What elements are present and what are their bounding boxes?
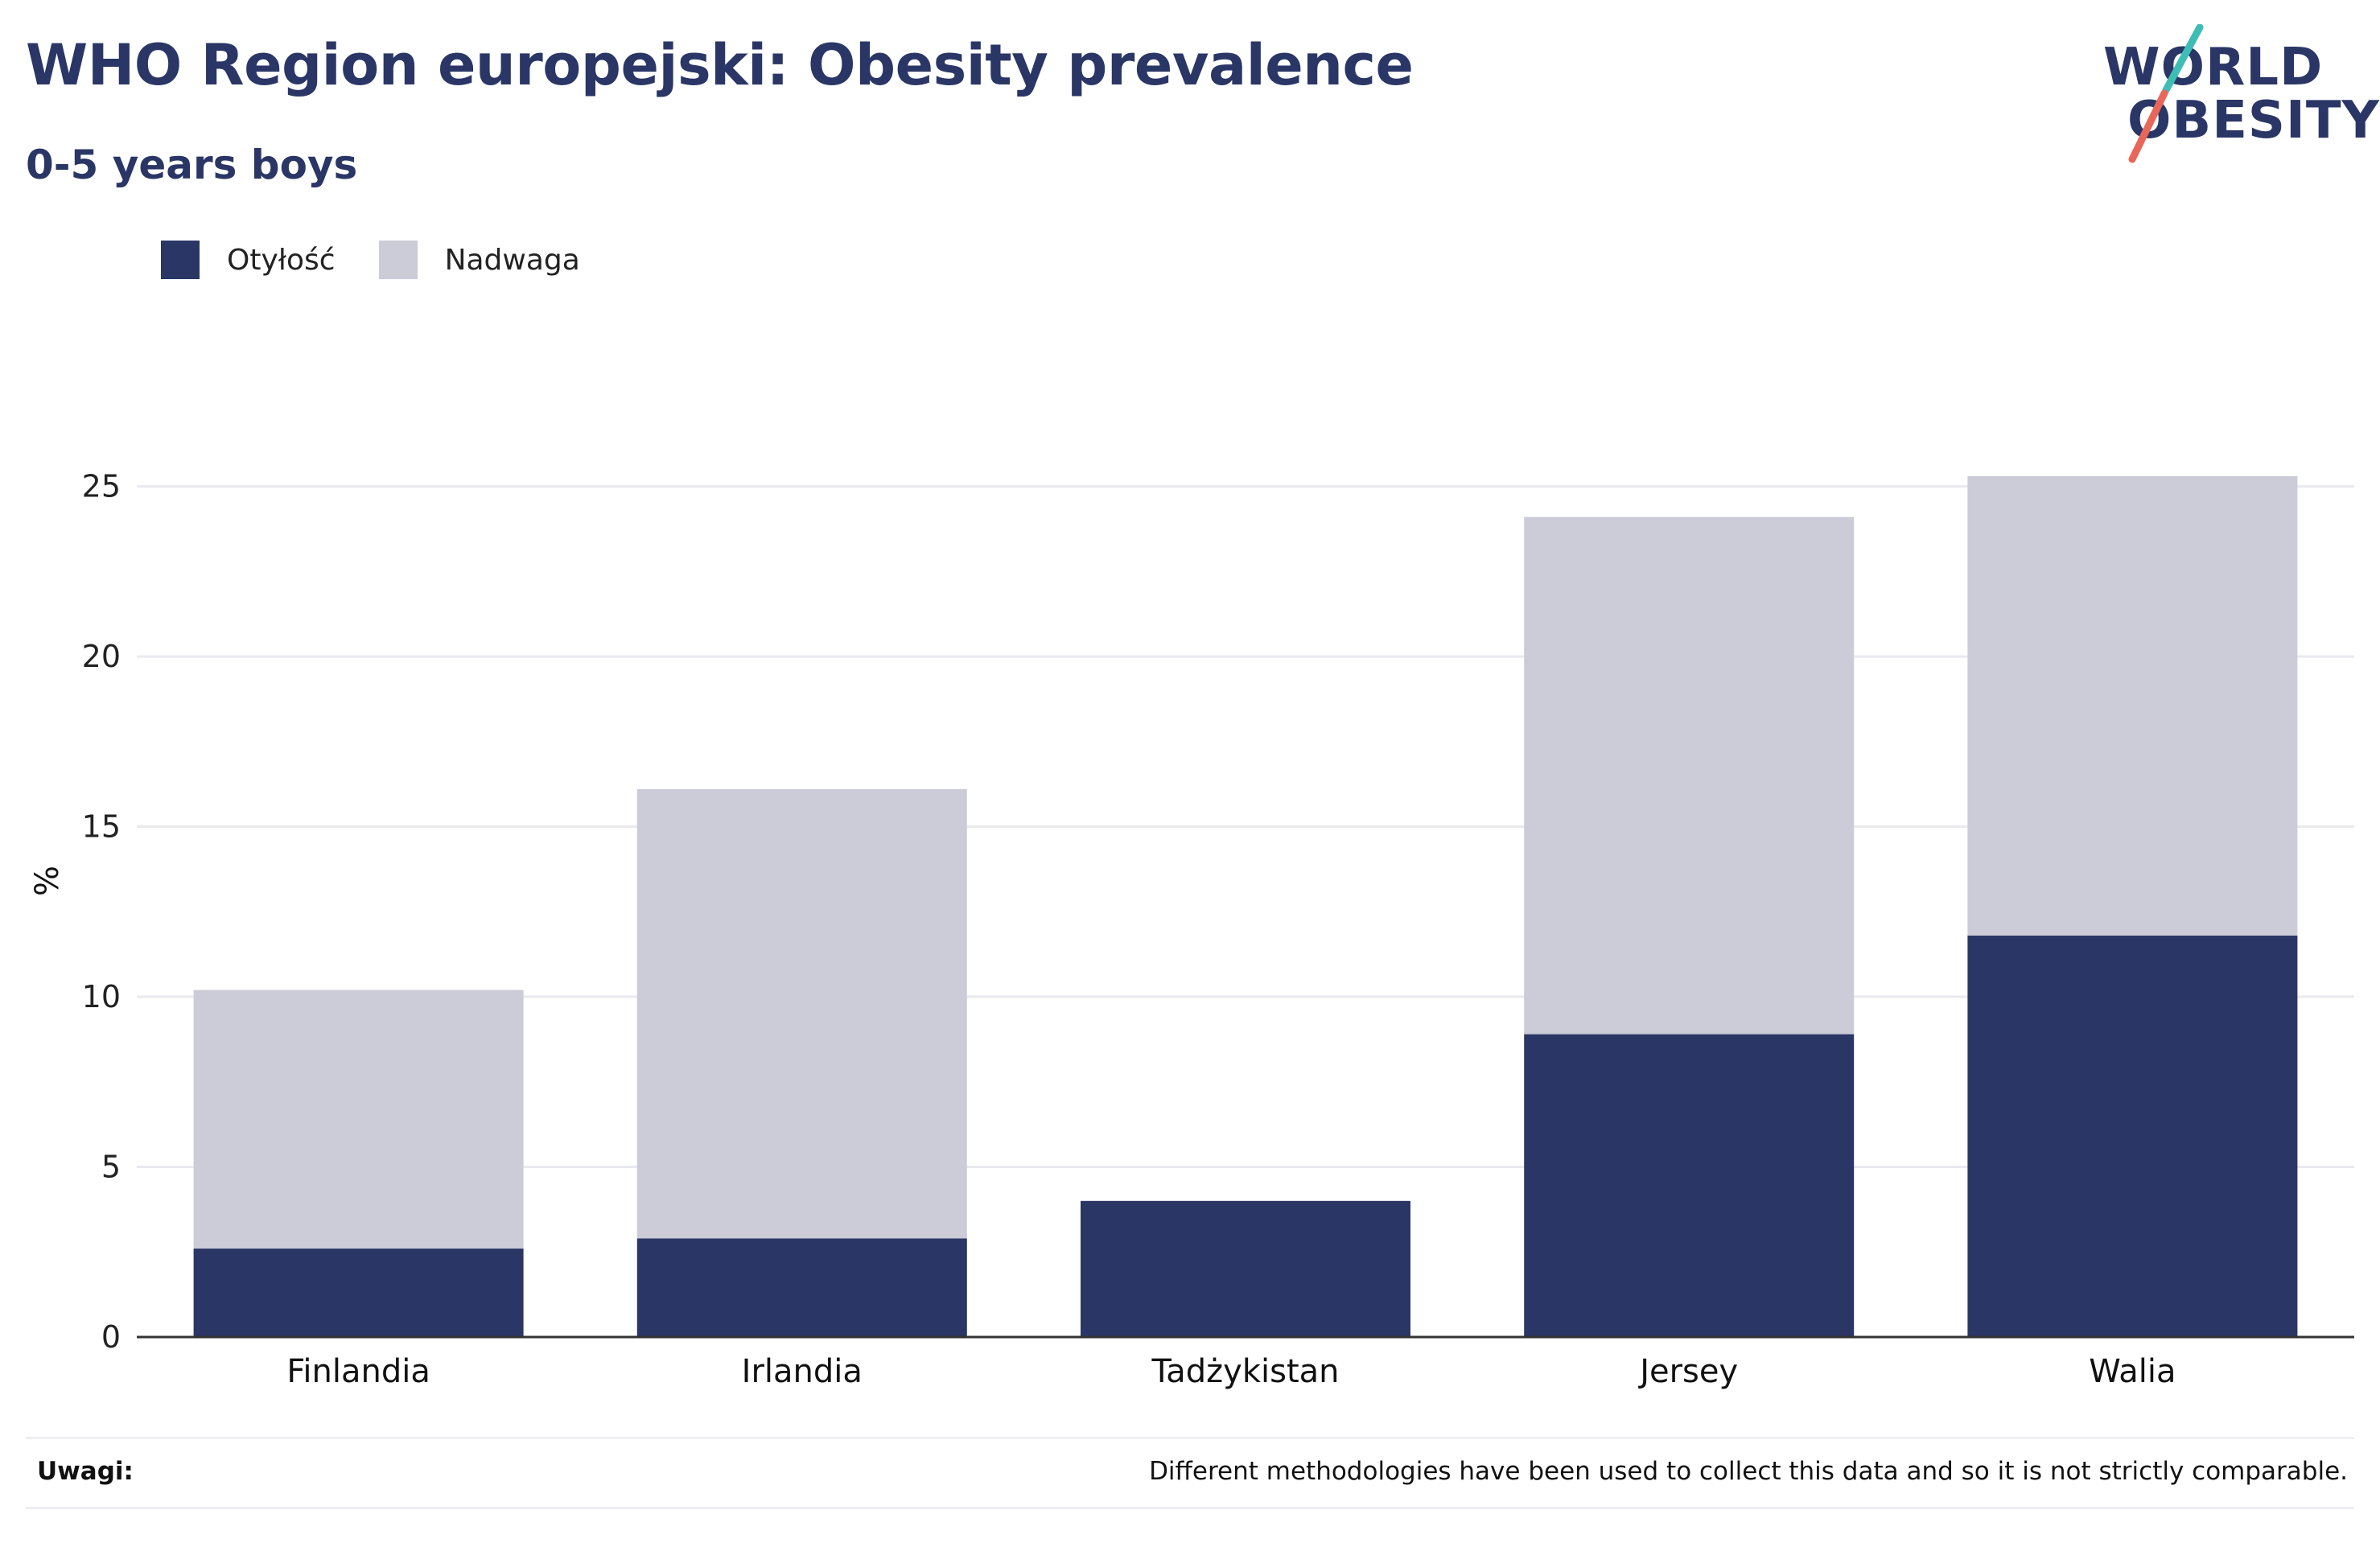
logo-slash-icon (2128, 24, 2204, 163)
y-tick-label: 15 (82, 809, 121, 845)
notes-label: Uwagi: (37, 1457, 134, 1486)
notes-text: Different methodologies have been used t… (1149, 1457, 2348, 1486)
bar-overweight (193, 990, 524, 1249)
bar-obesity (1081, 1200, 1410, 1337)
y-tick-label: 10 (82, 979, 121, 1014)
y-tick-label: 5 (101, 1150, 121, 1185)
legend-swatch-overweight (378, 241, 418, 279)
x-tick-label: Irlandia (742, 1353, 863, 1390)
legend-label-overweight: Nadwaga (444, 243, 580, 277)
x-tick-label: Finlandia (286, 1353, 430, 1390)
bar-obesity (1524, 1034, 1855, 1337)
y-axis-label: % (29, 866, 66, 896)
legend-item-obesity[interactable]: Otyłość (161, 241, 336, 279)
logo-text-obesity: OBESITY (2127, 91, 2380, 150)
x-tick-label: Walia (2089, 1353, 2176, 1390)
x-tick-label: Tadżykistan (1151, 1353, 1339, 1390)
y-tick-label: 25 (82, 469, 121, 504)
bar-obesity (1967, 935, 2298, 1337)
legend-label-obesity: Otyłość (227, 243, 336, 277)
bar-overweight (636, 789, 967, 1239)
chart-subtitle: 0-5 years boys (26, 142, 358, 188)
bar-obesity (636, 1238, 967, 1337)
notes-section: Uwagi: Different methodologies have been… (26, 1437, 2354, 1509)
logo-text-world: WORLD (2103, 38, 2324, 97)
bar-overweight (1524, 516, 1855, 1035)
bar-overweight (1967, 475, 2298, 936)
y-tick-label: 20 (82, 639, 121, 674)
legend: Otyłość Nadwaga (161, 240, 624, 280)
bar-chart: 0 5 10 15 20 25% Finlandia Irlandia Tadżykistan J… (29, 469, 2354, 1390)
y-tick-label: 0 (101, 1319, 121, 1355)
x-tick-label: Jersey (1637, 1353, 1738, 1390)
chart-title: WHO Region europejski: Obesity prevalenc… (26, 32, 1414, 98)
legend-swatch-obesity (161, 241, 200, 279)
bar-obesity (193, 1249, 524, 1337)
legend-item-overweight[interactable]: Nadwaga (378, 241, 580, 279)
